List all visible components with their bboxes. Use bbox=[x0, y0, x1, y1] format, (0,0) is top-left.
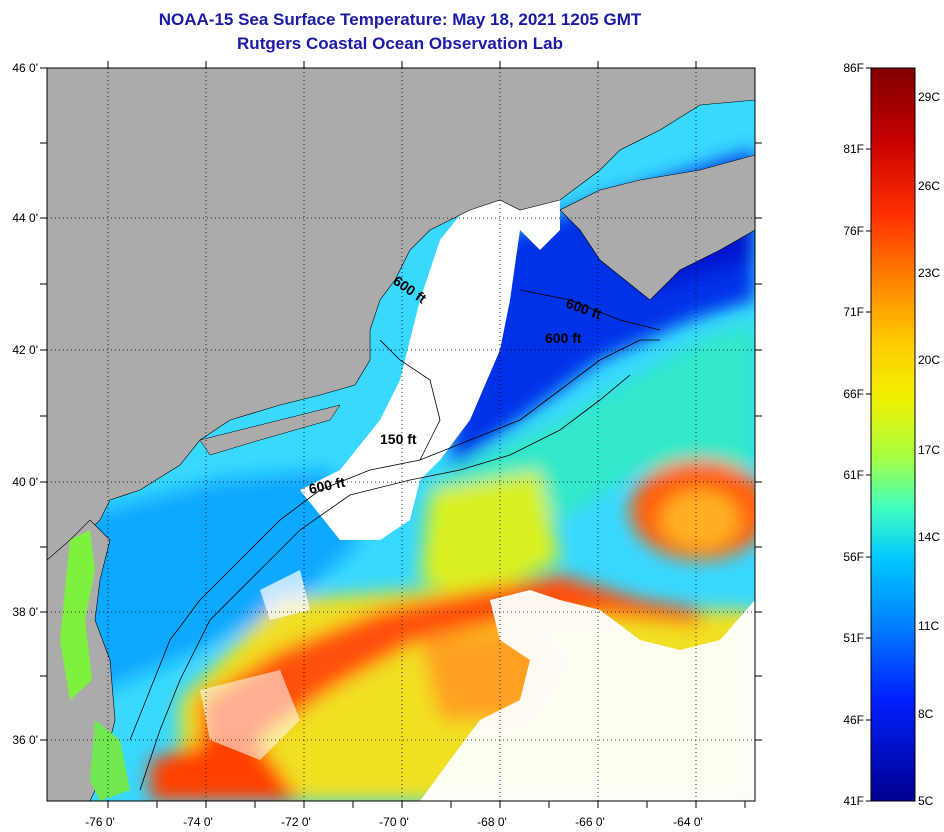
lon-label: -68 0' bbox=[477, 815, 507, 829]
colorbar-f-label: 86F bbox=[843, 61, 864, 75]
lon-label: -72 0' bbox=[281, 815, 311, 829]
colorbar bbox=[870, 67, 916, 802]
colorbar-f-label: 56F bbox=[843, 550, 864, 564]
lat-label: 42 0' bbox=[12, 343, 38, 357]
lat-label: 36 0' bbox=[12, 733, 38, 747]
colorbar-c-label: 20C bbox=[918, 353, 940, 367]
colorbar-f-label: 61F bbox=[843, 468, 864, 482]
map-frame bbox=[46, 67, 756, 802]
colorbar-f-label: 66F bbox=[843, 387, 864, 401]
map-area: 600 ft 600 ft 600 ft 150 ft 600 ft bbox=[47, 68, 755, 801]
bathymetry-contours bbox=[129, 289, 661, 791]
lat-label: 44 0' bbox=[12, 211, 38, 225]
map-subtitle: Rutgers Coastal Ocean Observation Lab bbox=[237, 34, 563, 53]
axis-ticks bbox=[40, 61, 762, 808]
colorbar-c-label: 8C bbox=[918, 707, 934, 721]
colorbar-f-label: 71F bbox=[843, 305, 864, 319]
contour-label: 600 ft bbox=[545, 330, 582, 346]
contour-label: 150 ft bbox=[380, 431, 417, 447]
lon-label: -76 0' bbox=[85, 815, 115, 829]
lat-label: 38 0' bbox=[12, 605, 38, 619]
colorbar-c-label: 14C bbox=[918, 530, 940, 544]
long-island bbox=[199, 404, 341, 456]
map-title: NOAA-15 Sea Surface Temperature: May 18,… bbox=[158, 10, 642, 29]
colorbar-c-label: 29C bbox=[918, 90, 940, 104]
colorbar-c-label: 23C bbox=[918, 266, 940, 280]
lat-label: 46 0' bbox=[12, 61, 38, 75]
colorbar-c-label: 5C bbox=[918, 794, 934, 808]
colorbar-ticks bbox=[866, 67, 871, 802]
chesapeake-bay bbox=[60, 530, 95, 700]
colorbar-f-label: 76F bbox=[843, 224, 864, 238]
colorbar-f-label: 46F bbox=[843, 713, 864, 727]
lat-label: 40 0' bbox=[12, 475, 38, 489]
lon-label: -64 0' bbox=[673, 815, 703, 829]
lon-label: -66 0' bbox=[575, 815, 605, 829]
lon-label: -70 0' bbox=[379, 815, 409, 829]
lon-label: -74 0' bbox=[183, 815, 213, 829]
colorbar-c-label: 11C bbox=[918, 619, 939, 633]
colorbar-c-label: 26C bbox=[918, 179, 940, 193]
colorbar-f-label: 51F bbox=[843, 631, 864, 645]
colorbar-f-label: 41F bbox=[843, 794, 864, 808]
colorbar-c-label: 17C bbox=[918, 443, 940, 457]
contour-label: 600 ft bbox=[307, 474, 346, 497]
colorbar-f-label: 81F bbox=[843, 142, 864, 156]
